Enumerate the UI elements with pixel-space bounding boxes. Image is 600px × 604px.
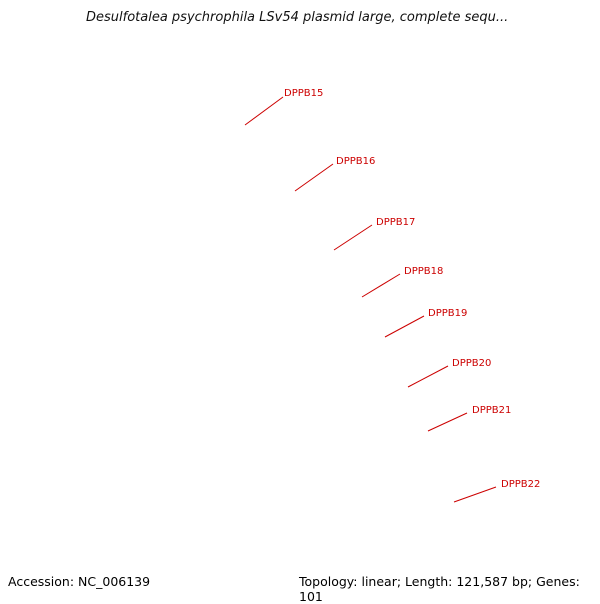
gene-label: DPPB16 bbox=[336, 156, 375, 167]
gene-labels: DPPB15 DPPB16 DPPB17 DPPB18 DPPB19 DPPB20 DPPB… bbox=[244, 88, 540, 503]
gene-label: DPPB21 bbox=[472, 405, 511, 416]
length-label: Length: bbox=[405, 574, 453, 589]
accession-label: Accession: bbox=[8, 574, 75, 589]
gene-label: DPPB17 bbox=[376, 217, 415, 228]
gene-callout-line bbox=[384, 315, 425, 338]
accession-info: Accession: NC_006139 bbox=[8, 574, 150, 589]
gene-label: DPPB15 bbox=[284, 88, 323, 99]
gene-callout-line bbox=[427, 412, 468, 432]
map-title: Desulfotalea psychrophila LSv54 plasmid … bbox=[78, 6, 517, 30]
gene-callout-line bbox=[294, 163, 334, 192]
gene-label: DPPB18 bbox=[404, 266, 443, 277]
gene-callout-line bbox=[333, 224, 373, 251]
sequence-info: Topology: linear; Length: 121,587 bp; Ge… bbox=[297, 574, 600, 604]
gene-callout-line bbox=[453, 486, 497, 503]
gene-label: DPPB19 bbox=[428, 308, 467, 319]
gene-label: DPPB20 bbox=[452, 358, 491, 369]
gene-callout-line bbox=[407, 365, 449, 388]
gene-callout-line bbox=[244, 96, 284, 126]
gene-callout-line bbox=[361, 273, 401, 298]
length-value: 121,587 bp; bbox=[456, 574, 533, 589]
gene-label: DPPB22 bbox=[501, 479, 540, 490]
genes-value: 101 bbox=[299, 589, 323, 604]
topology-label: Topology: bbox=[299, 574, 358, 589]
genes-label: Genes: bbox=[536, 574, 580, 589]
topology-value: linear; bbox=[361, 574, 402, 589]
accession-value: NC_006139 bbox=[78, 574, 151, 589]
